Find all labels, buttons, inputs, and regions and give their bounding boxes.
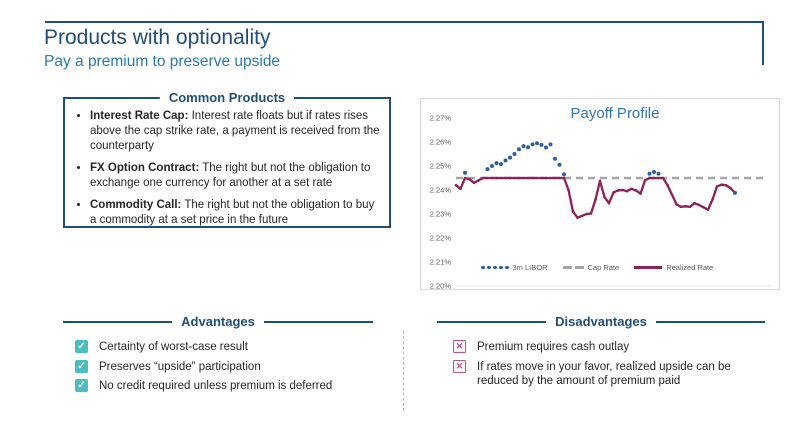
product-desc: Interest rate floats but if rates rises … xyxy=(90,110,380,152)
list-item: Interest Rate Cap: Interest rate floats … xyxy=(90,109,383,154)
cap-dash-icon xyxy=(562,266,584,269)
legend-label: Cap Rate xyxy=(587,263,620,272)
check-icon: ✓ xyxy=(75,379,88,393)
product-desc: The right but not the obligation to exch… xyxy=(90,161,371,189)
check-icon: ✓ xyxy=(75,359,88,373)
libor-dots-icon xyxy=(481,265,509,270)
legend-item-cap: Cap Rate xyxy=(562,263,620,272)
svg-text:2.23%: 2.23% xyxy=(430,210,452,219)
list-item: Commodity Call: The right but not the ob… xyxy=(90,198,383,228)
realized-line-icon xyxy=(634,266,663,269)
advantages-header: Advantages xyxy=(63,314,374,329)
common-products-box: Common Products Interest Rate Cap: Inter… xyxy=(63,90,391,228)
header-line xyxy=(437,320,547,323)
disadvantages-title: Disadvantages xyxy=(555,314,647,329)
svg-text:2.24%: 2.24% xyxy=(430,186,452,195)
list-item: ✕ If rates move in your favor, realized … xyxy=(453,359,765,389)
svg-text:2.21%: 2.21% xyxy=(430,258,452,267)
svg-text:2.20%: 2.20% xyxy=(430,282,452,289)
product-desc: The right but not the obligation to buy … xyxy=(90,198,375,226)
advantages-list: ✓ Certainty of worst-case result ✓ Prese… xyxy=(63,340,373,394)
header-line xyxy=(655,320,766,323)
legend-item-libor: 3m LIBOR xyxy=(481,263,548,272)
list-item: FX Option Contract: The right but not th… xyxy=(90,161,383,191)
advantage-text: No credit required unless premium is def… xyxy=(99,380,333,393)
cross-icon: ✕ xyxy=(453,359,466,373)
product-term: FX Option Contract: xyxy=(90,161,200,174)
disadvantage-text: If rates move in your favor, realized up… xyxy=(477,360,731,388)
disadvantages-section: Disadvantages ✕ Premium requires cash ou… xyxy=(437,314,766,394)
list-item: ✓ Certainty of worst-case result xyxy=(75,340,373,355)
page-subtitle: Pay a premium to preserve upside xyxy=(44,53,281,70)
header-rule xyxy=(45,21,764,65)
advantage-text: Certainty of worst-case result xyxy=(99,341,248,353)
list-item: ✕ Premium requires cash outlay xyxy=(453,340,765,355)
svg-text:2.25%: 2.25% xyxy=(430,162,452,171)
check-icon: ✓ xyxy=(75,340,88,353)
advantages-title: Advantages xyxy=(181,314,255,329)
page-title: Products with optionality xyxy=(44,26,271,49)
list-item: ✓ No credit required unless premium is d… xyxy=(75,379,373,394)
section-divider xyxy=(403,331,404,411)
disadvantages-header: Disadvantages xyxy=(437,314,766,329)
chart-legend: 3m LIBOR Cap Rate Realized Rate xyxy=(481,263,713,272)
common-products-title: Common Products xyxy=(159,90,295,105)
svg-text:2.27%: 2.27% xyxy=(430,114,452,123)
legend-label: 3m LIBOR xyxy=(512,263,548,272)
advantage-text: Preserves “upside” participation xyxy=(99,360,261,373)
svg-text:2.26%: 2.26% xyxy=(430,138,452,147)
payoff-profile-chart: 2.27% 2.26% 2.25% 2.24% 2.23% 2.22% 2.21% 2.20%… xyxy=(420,98,780,290)
header-line xyxy=(263,320,374,323)
advantages-section: Advantages ✓ Certainty of worst-case res… xyxy=(63,314,374,399)
cross-icon: ✕ xyxy=(453,340,466,353)
disadvantage-text: Premium requires cash outlay xyxy=(477,341,630,353)
list-item: ✓ Preserves “upside” participation xyxy=(75,359,373,375)
chart-title: Payoff Profile xyxy=(570,105,660,122)
common-products-list: Interest Rate Cap: Interest rate floats … xyxy=(73,109,383,228)
svg-text:2.22%: 2.22% xyxy=(430,234,452,243)
legend-label: Realized Rate xyxy=(666,263,714,272)
product-term: Interest Rate Cap: xyxy=(90,110,189,122)
payoff-plot: 2.27% 2.26% 2.25% 2.24% 2.23% 2.22% 2.21% 2.20% xyxy=(430,114,771,289)
header-line xyxy=(63,320,173,323)
product-term: Commodity Call: xyxy=(90,198,182,211)
legend-item-realized: Realized Rate xyxy=(634,263,713,272)
disadvantages-list: ✕ Premium requires cash outlay ✕ If rate… xyxy=(437,340,765,389)
